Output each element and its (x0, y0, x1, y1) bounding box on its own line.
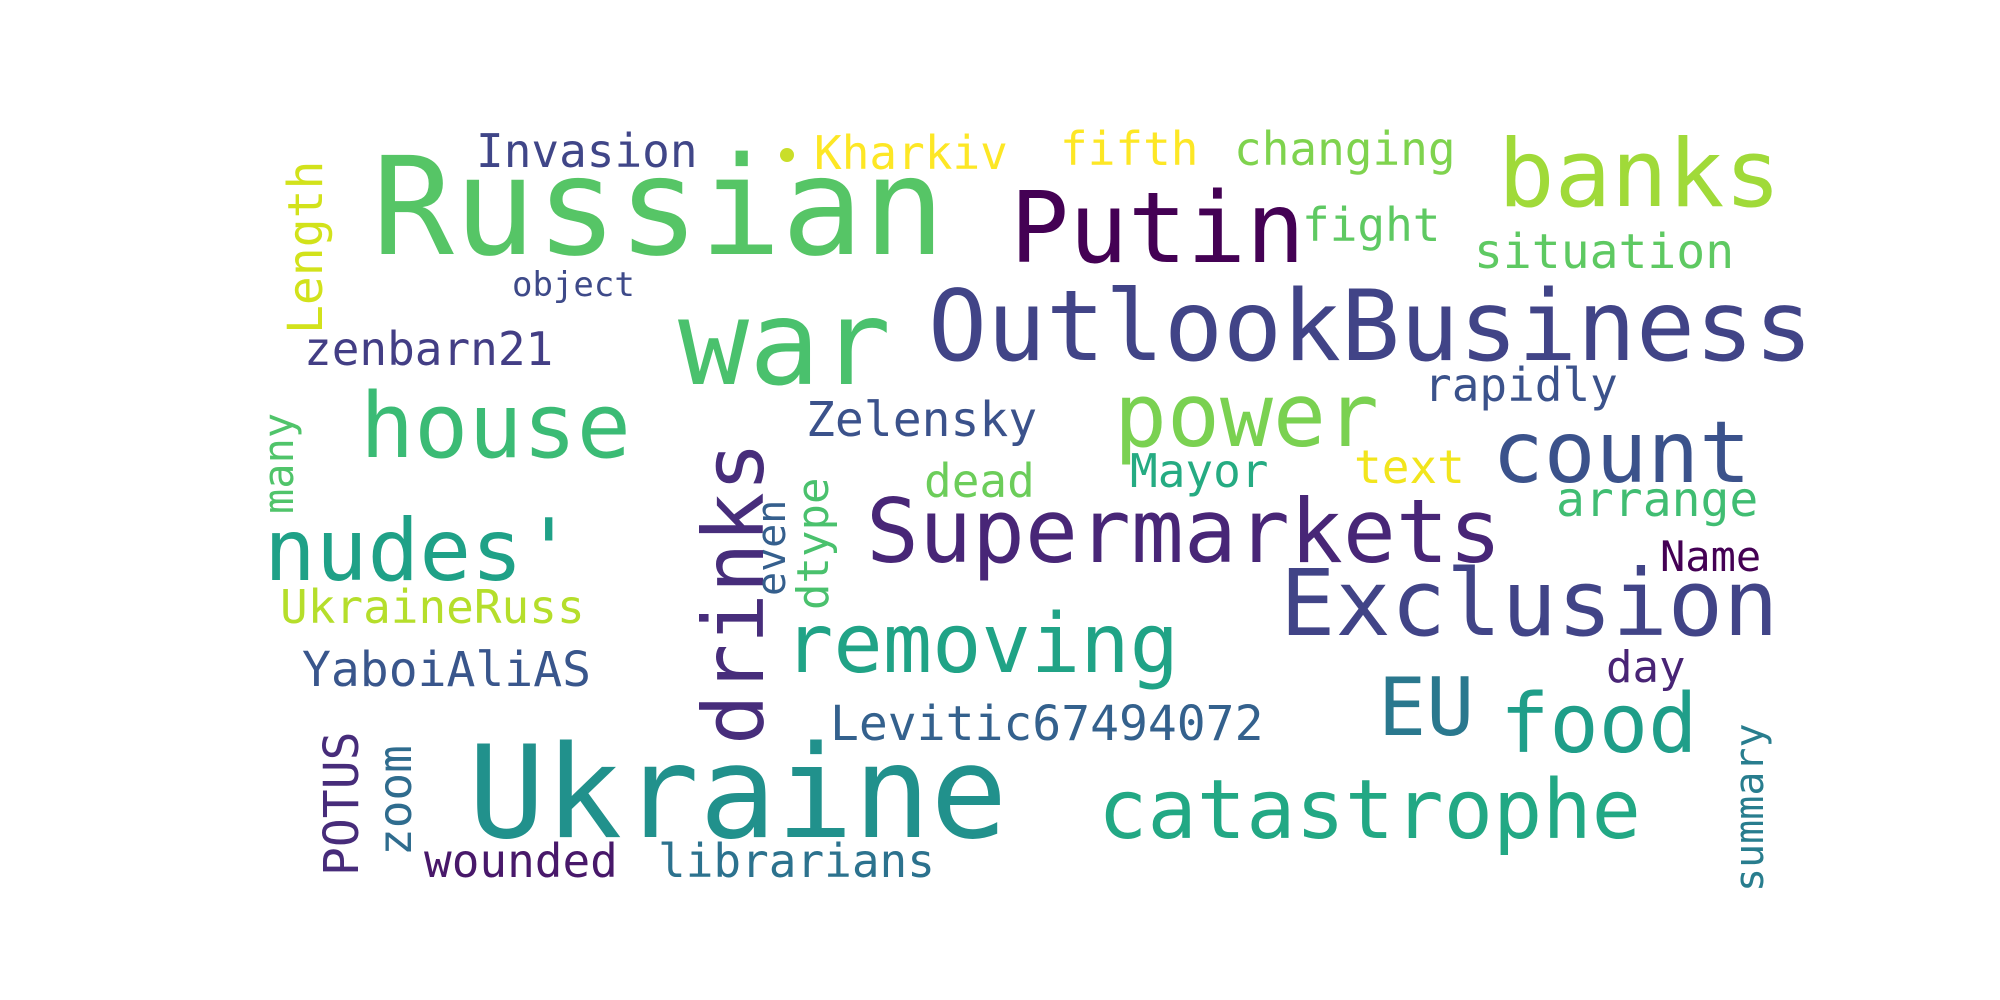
word-dead: dead (924, 454, 1035, 508)
word-potus: POTUS (314, 731, 370, 877)
word-day: day (1606, 642, 1686, 693)
word-zelensky: Zelensky (806, 392, 1038, 448)
word-count: count (1492, 403, 1751, 503)
word-russian: Russian (372, 129, 946, 287)
word-invasion: Invasion (476, 124, 698, 178)
word-catastrophe: catastrophe (1098, 763, 1642, 858)
word-object: object (512, 265, 635, 305)
word-banks: banks (1498, 120, 1781, 229)
word-supermarkets: Supermarkets (866, 480, 1502, 583)
word-eu: EU (1378, 661, 1475, 754)
word-zenbarn21: zenbarn21 (304, 322, 554, 376)
word-text: text (1354, 440, 1465, 494)
decorative-dot (780, 148, 794, 162)
word-food: food (1500, 677, 1698, 772)
word-name: Name (1660, 532, 1762, 581)
word-wounded: wounded (424, 834, 618, 888)
word-nudes: nudes' (264, 501, 575, 601)
word-librarians: librarians (658, 834, 935, 888)
word-power: power (1114, 364, 1379, 467)
word-mayor: Mayor (1130, 444, 1269, 498)
word-kharkiv: Kharkiv (814, 126, 1008, 180)
word-dtype: dtype (788, 477, 839, 610)
word-changing: changing (1234, 122, 1456, 176)
word-fight: fight (1302, 198, 1441, 252)
word-summary: summary (1727, 723, 1773, 892)
word-yaboialias: YaboiAliAS (302, 642, 591, 698)
word-many: many (254, 412, 303, 514)
word-fifth: fifth (1060, 122, 1199, 176)
word-exclusion: Exclusion (1280, 550, 1779, 657)
word-outlookbusiness: OutlookBusiness (928, 270, 1814, 384)
word-arrange: arrange (1556, 472, 1759, 528)
word-removing: removing (784, 597, 1179, 692)
word-even: even (749, 499, 795, 596)
word-house: house (360, 374, 631, 479)
word-ukraineruss: UkraineRuss (280, 580, 585, 634)
word-rapidly: rapidly (1424, 358, 1618, 412)
word-putin: Putin (1010, 172, 1306, 286)
word-length: Length (278, 160, 334, 334)
word-levitic: Levitic67494072 (830, 696, 1264, 752)
word-ukraine: Ukraine (468, 719, 1008, 868)
word-situation: situation (1474, 224, 1735, 280)
word-zoom: zoom (368, 745, 422, 856)
word-war: war (678, 274, 892, 412)
